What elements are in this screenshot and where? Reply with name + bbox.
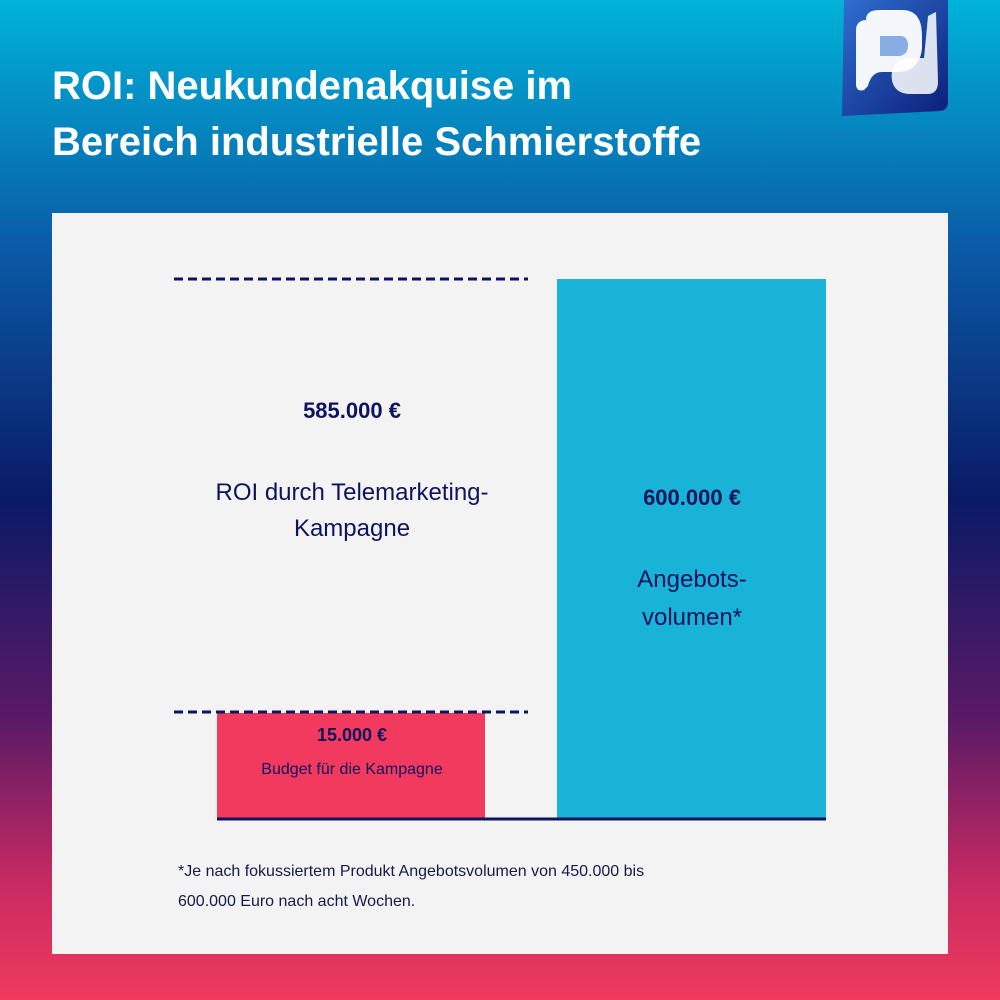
roi-description-label: ROI durch Telemarketing-Kampagne (215, 479, 489, 542)
bar-chart (174, 277, 826, 821)
budget-description-label: Budget für die Kampagne (261, 761, 443, 778)
page-title-line-1: ROI: Neukundenakquise im (52, 64, 573, 108)
footnote-line-2: 600.000 Euro nach acht Wochen. (178, 893, 416, 910)
footnote-line-1: *Je nach fokussiertem Produkt Angebotsvo… (178, 863, 645, 880)
pd-logo-icon (842, 0, 948, 116)
page-title: ROI: Neukundenakquise im Bereich industr… (52, 58, 812, 170)
chart-panel: 585.000 € ROI durch Telemarketing-Kampag… (52, 213, 948, 954)
footnote: *Je nach fokussiertem Produkt Angebotsvo… (178, 857, 818, 917)
roi-value-label: 585.000 € (303, 398, 401, 423)
bar-angebotsvolumen (557, 279, 826, 818)
bar-budget (217, 713, 485, 818)
budget-value-label: 15.000 € (316, 725, 388, 745)
page-title-line-2: Bereich industrielle Schmierstoffe (52, 120, 702, 164)
offer-value-label: 600.000 € (643, 485, 741, 510)
offer-description-label: Angebots-volumen* (637, 566, 747, 631)
